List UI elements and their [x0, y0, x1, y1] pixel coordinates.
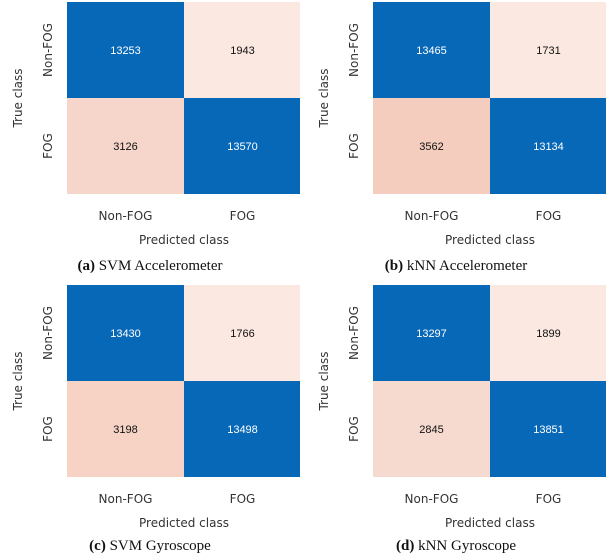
cell-value: 13851: [533, 424, 564, 436]
matrix-cell: [184, 285, 300, 381]
matrix-cell: [67, 2, 184, 98]
row-tick-label: FOG: [41, 133, 55, 159]
caption-label: (b): [384, 258, 404, 274]
caption-text: SVM Accelerometer: [98, 258, 223, 274]
confusion-matrix-a: 13253 1943 3126 13570 Non-FOG FOG True class No…: [11, 2, 300, 247]
caption-label: (a): [77, 258, 96, 274]
matrix-cell: [67, 285, 184, 381]
confusion-matrix-c: 13430 1766 3198 13498 Non-FOG FOG True class No…: [11, 285, 300, 530]
y-axis-title: True class: [317, 68, 331, 128]
matrix-cell: [373, 285, 490, 381]
row-tick-label: Non-FOG: [41, 23, 55, 77]
cell-value: 1899: [536, 328, 560, 340]
column-tick-label: FOG: [536, 492, 562, 506]
x-axis-title: Predicted class: [139, 233, 229, 247]
caption-c: (c) SVM Gyroscope: [0, 538, 300, 555]
caption-label: (d): [396, 538, 415, 554]
matrix-cell: [490, 381, 606, 477]
matrix-cell: [490, 2, 606, 98]
caption-text: kNN Accelerometer: [406, 258, 528, 274]
x-axis-title: Predicted class: [139, 516, 229, 530]
y-axis-title: True class: [11, 68, 25, 128]
matrix-cell: [184, 98, 300, 194]
matrix-cell: [373, 98, 490, 194]
chart-panel-d: 13297 1899 2845 13851 Non-FOG FOG True class No…: [306, 283, 606, 555]
chart-panel-a: 13253 1943 3126 13570 Non-FOG FOG True class No…: [0, 0, 300, 274]
row-tick-label: Non-FOG: [347, 306, 361, 360]
cell-value: 1731: [536, 45, 560, 57]
chart-panel-b: 13465 1731 3562 13134 Non-FOG FOG True class No…: [306, 0, 606, 274]
matrix-cell: [184, 2, 300, 98]
cell-value: 3198: [113, 424, 137, 436]
x-axis-title: Predicted class: [445, 516, 535, 530]
cell-value: 1943: [230, 45, 254, 57]
cell-value: 3562: [419, 141, 443, 153]
caption-d: (d) kNN Gyroscope: [306, 538, 606, 555]
cell-value: 13297: [416, 328, 447, 340]
matrix-cell: [67, 381, 184, 477]
confusion-matrix-b: 13465 1731 3562 13134 Non-FOG FOG True class No…: [317, 2, 606, 247]
chart-panel-c: 13430 1766 3198 13498 Non-FOG FOG True class No…: [0, 283, 300, 555]
y-axis-title: True class: [317, 351, 331, 411]
y-axis-title: True class: [11, 351, 25, 411]
cell-value: 13430: [110, 328, 141, 340]
caption-b: (b) kNN Accelerometer: [306, 258, 606, 275]
row-tick-label: Non-FOG: [347, 23, 361, 77]
matrix-cell: [490, 285, 606, 381]
caption-a: (a) SVM Accelerometer: [0, 258, 300, 275]
cell-value: 13465: [416, 45, 447, 57]
cell-value: 13134: [533, 141, 564, 153]
matrix-cell: [373, 2, 490, 98]
column-tick-label: FOG: [230, 209, 256, 223]
cell-value: 1766: [230, 328, 254, 340]
cell-value: 13498: [227, 424, 258, 436]
cell-value: 2845: [419, 424, 443, 436]
column-tick-label: FOG: [536, 209, 562, 223]
row-tick-label: FOG: [347, 416, 361, 442]
x-axis-title: Predicted class: [445, 233, 535, 247]
cell-value: 13570: [227, 141, 258, 153]
column-tick-label: Non-FOG: [405, 492, 459, 506]
caption-text: kNN Gyroscope: [418, 538, 516, 554]
caption-text: SVM Gyroscope: [109, 538, 211, 554]
column-tick-label: Non-FOG: [99, 492, 153, 506]
row-tick-label: Non-FOG: [41, 306, 55, 360]
confusion-matrix-d: 13297 1899 2845 13851 Non-FOG FOG True class No…: [317, 285, 606, 530]
caption-label: (c): [89, 538, 106, 554]
cell-value: 3126: [113, 141, 137, 153]
row-tick-label: FOG: [347, 133, 361, 159]
matrix-cell: [373, 381, 490, 477]
matrix-cell: [184, 381, 300, 477]
row-tick-label: FOG: [41, 416, 55, 442]
matrix-cell: [67, 98, 184, 194]
cell-value: 13253: [110, 45, 141, 57]
column-tick-label: Non-FOG: [99, 209, 153, 223]
matrix-cell: [490, 98, 606, 194]
column-tick-label: Non-FOG: [405, 209, 459, 223]
column-tick-label: FOG: [230, 492, 256, 506]
